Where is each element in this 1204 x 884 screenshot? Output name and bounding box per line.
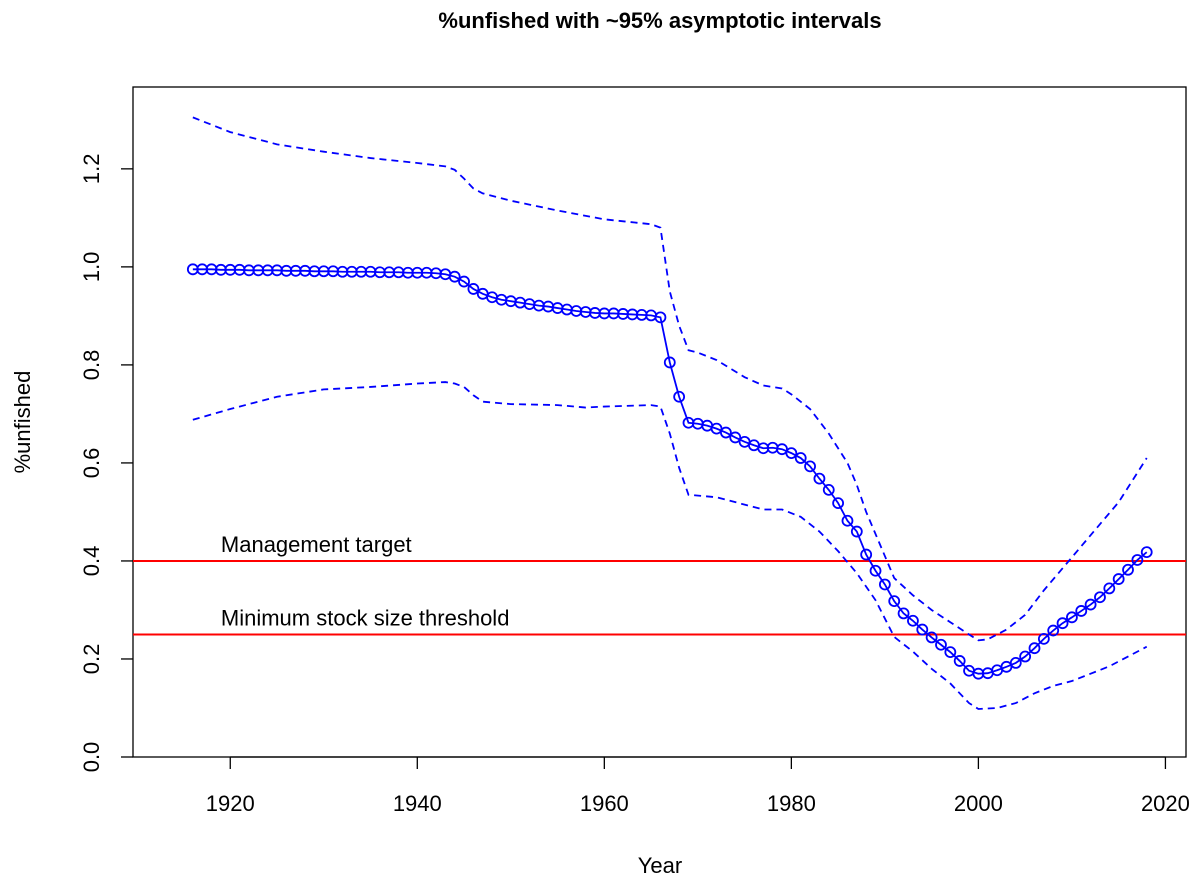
- x-tick-label: 2000: [954, 791, 1003, 816]
- point: [1009, 656, 1022, 669]
- series-line: [192, 268, 1148, 675]
- x-tick-label: 2020: [1141, 791, 1190, 816]
- y-tick-label: 0.4: [79, 546, 104, 577]
- point: [935, 638, 947, 651]
- point: [1037, 632, 1050, 645]
- point: [785, 447, 798, 460]
- point: [944, 646, 957, 659]
- point: [673, 390, 686, 403]
- point: [663, 356, 676, 369]
- point: [1094, 591, 1106, 604]
- point: [925, 631, 938, 644]
- point: [1122, 563, 1134, 576]
- point: [860, 548, 873, 561]
- point: [719, 426, 732, 439]
- point: [1112, 573, 1125, 585]
- point: [1028, 642, 1041, 655]
- point: [869, 564, 882, 577]
- point: [832, 497, 845, 510]
- y-axis-label: %unfished: [10, 371, 35, 474]
- point: [916, 623, 929, 636]
- point: [1056, 617, 1069, 630]
- point: [897, 607, 910, 620]
- point: [1047, 624, 1060, 637]
- x-tick-label: 1960: [580, 791, 629, 816]
- point: [1019, 650, 1032, 663]
- y-tick-label: 1.2: [79, 154, 104, 185]
- x-tick-label: 1940: [393, 791, 442, 816]
- interval-line: [192, 116, 1148, 642]
- point: [953, 655, 966, 667]
- point: [804, 460, 816, 473]
- point: [813, 472, 826, 485]
- plot-frame: [132, 86, 1187, 758]
- x-tick-label: 1920: [206, 791, 255, 816]
- interval-line: [192, 381, 1148, 710]
- point: [1103, 582, 1116, 595]
- x-axis-label: Year: [638, 853, 682, 878]
- point: [850, 525, 863, 538]
- point: [1131, 554, 1144, 566]
- point: [729, 431, 742, 444]
- y-tick-label: 1.0: [79, 252, 104, 283]
- point: [1075, 605, 1088, 617]
- point: [448, 270, 461, 283]
- point: [458, 275, 470, 288]
- x-tick-label: 1980: [767, 791, 816, 816]
- point: [1084, 598, 1097, 611]
- point: [822, 483, 835, 496]
- point: [907, 614, 919, 627]
- y-tick-label: 0.0: [79, 742, 104, 773]
- reference-label: Minimum stock size threshold: [221, 605, 510, 630]
- y-tick-label: 0.2: [79, 644, 104, 675]
- chart-title: %unfished with ~95% asymptotic intervals: [438, 8, 881, 33]
- point: [654, 311, 667, 324]
- point: [878, 578, 891, 591]
- y-tick-label: 0.8: [79, 350, 104, 381]
- y-tick-label: 0.6: [79, 448, 104, 479]
- point: [888, 595, 901, 608]
- point: [1066, 611, 1078, 624]
- point: [1140, 546, 1153, 559]
- point: [467, 283, 480, 295]
- point: [794, 452, 807, 464]
- point: [841, 514, 854, 527]
- reference-label: Management target: [221, 532, 412, 557]
